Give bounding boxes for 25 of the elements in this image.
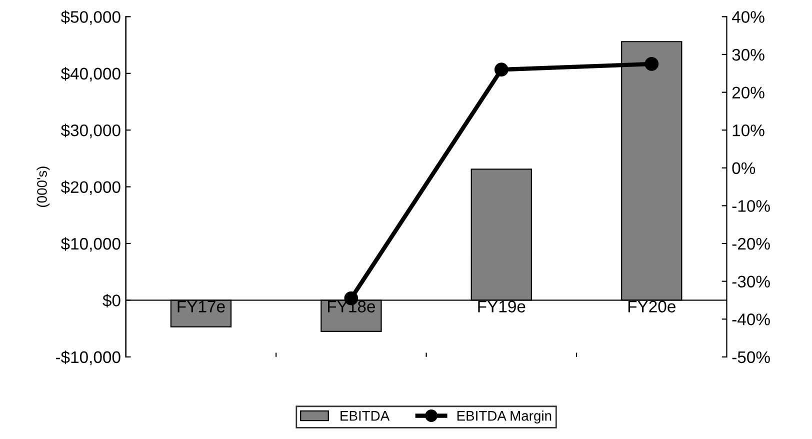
point xyxy=(644,56,659,71)
legend-label: EBITDA Margin xyxy=(457,410,552,424)
y-tick-label: $20,000 xyxy=(60,180,120,195)
x-tick-label: FY20e xyxy=(628,300,676,312)
y2-tick-label: 0% xyxy=(732,162,756,174)
y-tick-label: $10,000 xyxy=(60,237,120,252)
x-tick-label: FY19e xyxy=(478,300,526,312)
y2-tick-label: -30% xyxy=(732,276,770,288)
legend-label: EBITDA xyxy=(340,411,390,421)
y2-tick-label: 40% xyxy=(732,11,764,23)
y2-tick-label: -40% xyxy=(732,314,770,326)
y2-tick-label: -50% xyxy=(732,351,770,364)
y-tick-label: $0 xyxy=(102,294,120,308)
x-tick-label: FY17e xyxy=(178,300,225,312)
y2-tick-label: 10% xyxy=(732,124,764,136)
y-axis-title: (000's) xyxy=(36,166,50,207)
y2-tick-label: -20% xyxy=(732,238,770,250)
y-tick-label: -$10,000 xyxy=(56,350,120,366)
y-tick-label: $40,000 xyxy=(60,67,120,82)
y2-tick-label: 30% xyxy=(732,48,764,61)
y-tick-label: $30,000 xyxy=(60,124,120,138)
y2-tick-label: -10% xyxy=(732,200,770,212)
y2-tick-label: 20% xyxy=(732,86,764,98)
y-tick-label: $50,000 xyxy=(60,10,120,25)
point xyxy=(494,62,508,77)
